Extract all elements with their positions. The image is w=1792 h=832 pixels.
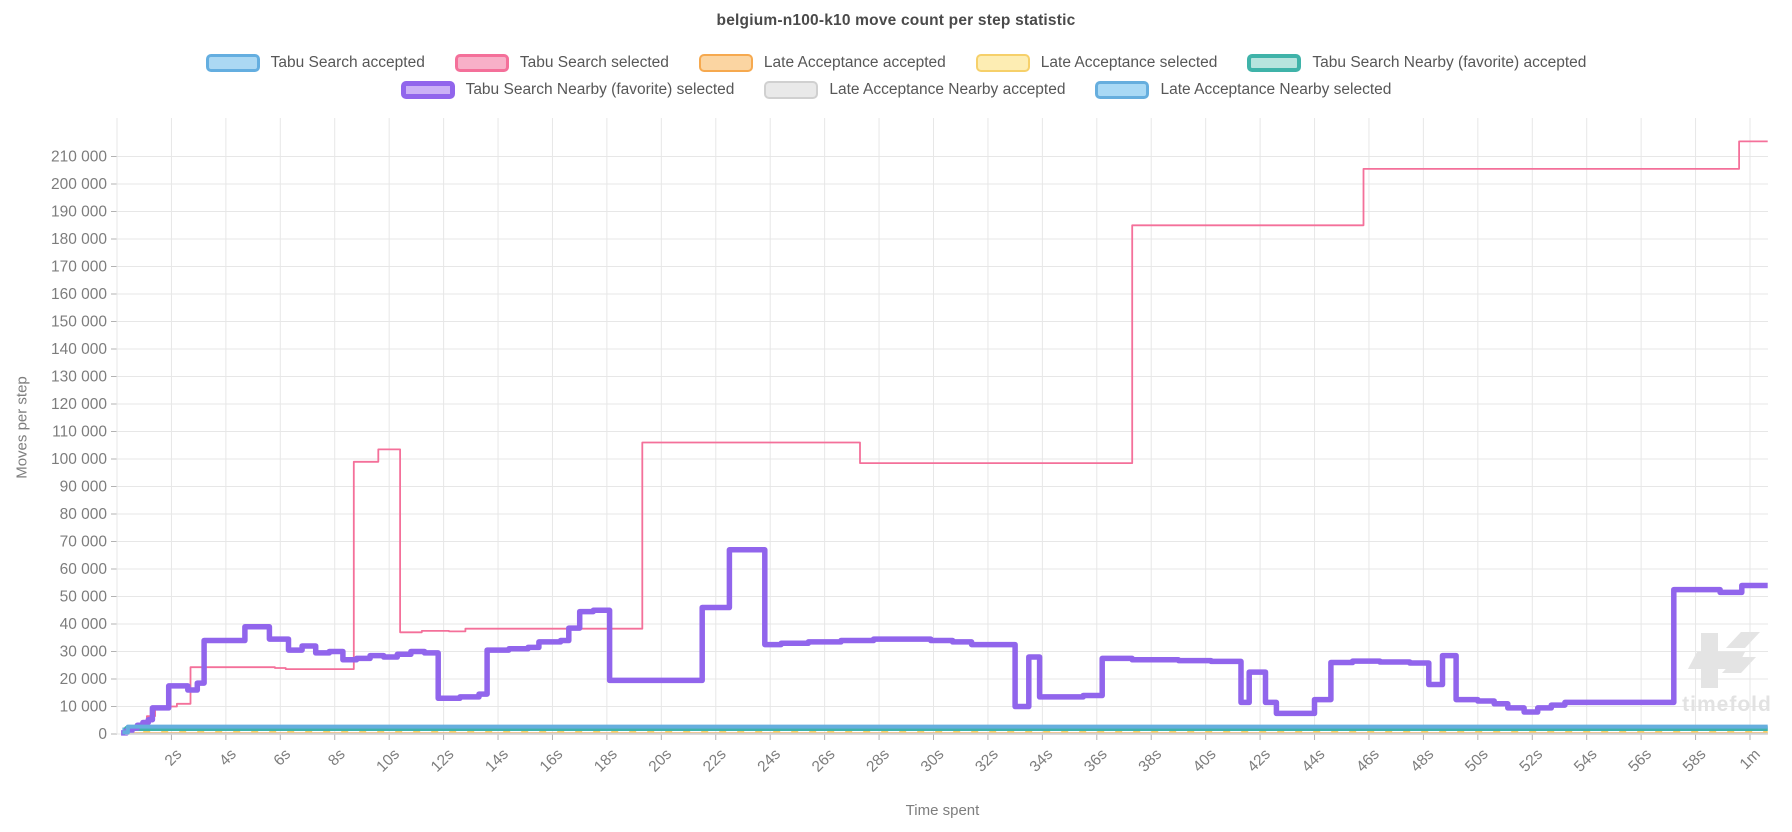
x-tick-label: 32s bbox=[972, 746, 1002, 776]
legend-item[interactable]: Late Acceptance Nearby accepted bbox=[764, 81, 1065, 99]
x-tick-label: 16s bbox=[537, 746, 567, 776]
legend-swatch-icon bbox=[1247, 54, 1302, 72]
y-tick-label: 140 000 bbox=[51, 341, 107, 358]
y-tick-label: 40 000 bbox=[60, 616, 108, 633]
x-tick-label: 54s bbox=[1571, 746, 1601, 776]
x-tick-label: 6s bbox=[271, 746, 295, 770]
y-tick-label: 210 000 bbox=[51, 149, 107, 166]
legend-label: Late Acceptance Nearby selected bbox=[1160, 81, 1392, 98]
x-tick-label: 34s bbox=[1027, 746, 1057, 776]
legend-item[interactable]: Tabu Search selected bbox=[454, 54, 669, 72]
series-line-tabu-search-selected bbox=[123, 140, 1768, 734]
legend-label: Late Acceptance accepted bbox=[763, 54, 946, 71]
y-tick-label: 110 000 bbox=[52, 424, 107, 441]
y-tick-label: 160 000 bbox=[51, 286, 107, 303]
series-line-late-acceptance-nearby-selected bbox=[122, 724, 1768, 735]
x-tick-label: 42s bbox=[1244, 746, 1274, 776]
x-tick-label: 56s bbox=[1625, 746, 1655, 776]
y-tick-label: 180 000 bbox=[51, 231, 107, 248]
chart-legend: Tabu Search accepted Tabu Search selected… bbox=[0, 54, 1792, 99]
x-tick-label: 52s bbox=[1516, 746, 1546, 776]
x-tick-label: 24s bbox=[754, 746, 784, 776]
x-tick-label: 18s bbox=[591, 746, 621, 776]
y-tick-label: 30 000 bbox=[60, 644, 108, 661]
y-tick-label: 70 000 bbox=[60, 534, 108, 551]
y-tick-label: 10 000 bbox=[60, 699, 108, 716]
y-tick-label: 20 000 bbox=[60, 671, 108, 688]
x-tick-label: 50s bbox=[1462, 746, 1492, 776]
legend-label: Late Acceptance selected bbox=[1040, 54, 1218, 71]
legend-label: Tabu Search Nearby (favorite) accepted bbox=[1312, 54, 1587, 71]
legend-item[interactable]: Tabu Search Nearby (favorite) selected bbox=[400, 81, 735, 99]
y-tick-label: 190 000 bbox=[51, 204, 107, 221]
watermark-logo-icon bbox=[1726, 632, 1760, 648]
y-tick-label: 200 000 bbox=[51, 176, 107, 193]
x-tick-label: 1m bbox=[1737, 746, 1764, 773]
x-tick-label: 28s bbox=[863, 746, 893, 776]
x-tick-label: 44s bbox=[1299, 746, 1329, 776]
x-axis-title: Time spent bbox=[905, 802, 980, 819]
x-tick-label: 4s bbox=[216, 746, 240, 770]
legend-swatch-icon bbox=[400, 81, 455, 99]
x-tick-label: 26s bbox=[809, 746, 839, 776]
y-tick-label: 100 000 bbox=[51, 451, 107, 468]
x-tick-label: 36s bbox=[1081, 746, 1111, 776]
x-tick-label: 10s bbox=[373, 746, 403, 776]
x-tick-label: 58s bbox=[1680, 746, 1710, 776]
x-tick-label: 8s bbox=[325, 746, 349, 770]
y-tick-label: 90 000 bbox=[60, 479, 108, 496]
y-tick-label: 60 000 bbox=[60, 561, 108, 578]
x-tick-label: 20s bbox=[646, 746, 676, 776]
x-tick-label: 40s bbox=[1190, 746, 1220, 776]
legend-row: Tabu Search Nearby (favorite) selected La… bbox=[400, 81, 1391, 99]
legend-swatch-icon bbox=[1095, 81, 1150, 99]
x-tick-label: 14s bbox=[482, 746, 512, 776]
legend-item[interactable]: Late Acceptance accepted bbox=[698, 54, 946, 72]
legend-item[interactable]: Tabu Search Nearby (favorite) accepted bbox=[1247, 54, 1586, 72]
y-tick-label: 0 bbox=[98, 726, 107, 743]
legend-item[interactable]: Tabu Search accepted bbox=[205, 54, 425, 72]
legend-swatch-icon bbox=[764, 81, 819, 99]
x-tick-label: 12s bbox=[428, 746, 458, 776]
legend-swatch-icon bbox=[975, 54, 1030, 72]
y-tick-label: 170 000 bbox=[51, 259, 107, 276]
legend-label: Tabu Search accepted bbox=[270, 54, 425, 71]
y-tick-label: 150 000 bbox=[51, 314, 107, 331]
x-tick-label: 38s bbox=[1135, 746, 1165, 776]
legend-swatch-icon bbox=[454, 54, 509, 72]
y-tick-label: 120 000 bbox=[51, 396, 107, 413]
y-tick-label: 50 000 bbox=[60, 589, 108, 606]
x-tick-label: 22s bbox=[700, 746, 730, 776]
x-tick-label: 30s bbox=[918, 746, 948, 776]
legend-label: Tabu Search selected bbox=[519, 54, 669, 71]
watermark-text: timefold bbox=[1682, 693, 1772, 716]
x-tick-label: 46s bbox=[1353, 746, 1383, 776]
legend-item[interactable]: Late Acceptance selected bbox=[975, 54, 1218, 72]
y-tick-label: 130 000 bbox=[51, 369, 107, 386]
legend-swatch-icon bbox=[698, 54, 753, 72]
legend-row: Tabu Search accepted Tabu Search selected… bbox=[205, 54, 1586, 72]
legend-label: Tabu Search Nearby (favorite) selected bbox=[465, 81, 735, 98]
legend-label: Late Acceptance Nearby accepted bbox=[829, 81, 1066, 98]
legend-swatch-icon bbox=[205, 54, 260, 72]
chart-title: belgium-n100-k10 move count per step sta… bbox=[716, 12, 1076, 29]
x-tick-label: 2s bbox=[162, 746, 186, 770]
y-tick-label: 80 000 bbox=[60, 506, 108, 523]
series-line-tabu-search-nearby-favorite-selected bbox=[121, 547, 1768, 736]
watermark-logo-icon bbox=[1722, 657, 1756, 673]
x-tick-label: 48s bbox=[1408, 746, 1438, 776]
legend-item[interactable]: Late Acceptance Nearby selected bbox=[1095, 81, 1391, 99]
